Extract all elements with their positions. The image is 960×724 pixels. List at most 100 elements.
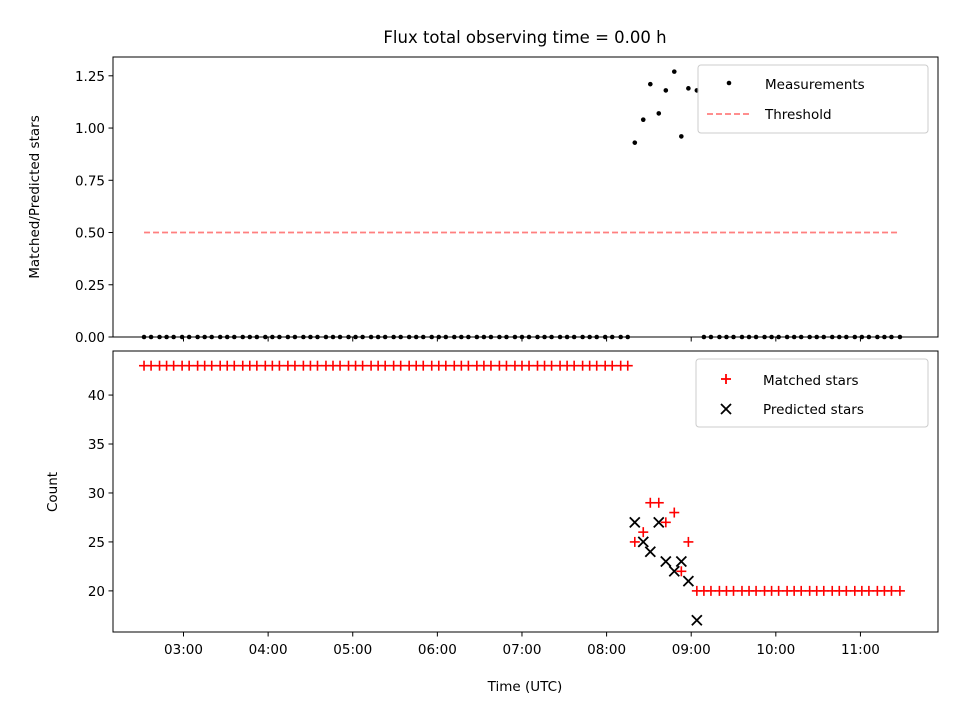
bottom-xtick-label: 05:00 (333, 642, 372, 658)
predicted-star-point (682, 575, 695, 587)
top-plot-area (141, 69, 903, 340)
legend-matched-label: Matched stars (763, 373, 859, 389)
bottom-xlabel: Time (UTC) (487, 679, 563, 695)
bottom-plot-area (139, 360, 905, 626)
measurement-point (656, 111, 662, 116)
legend-measurements-label: Measurements (765, 77, 865, 93)
top-ytick-label: 1.25 (75, 69, 105, 85)
bottom-ylabel: Count (45, 472, 61, 512)
top-title: Flux total observing time = 0.00 h (383, 28, 666, 47)
top-legend-box (697, 64, 929, 134)
legend-matched-marker (721, 374, 731, 384)
top-ytick-label: 0.25 (75, 278, 105, 294)
predicted-star-point (644, 546, 656, 558)
matched-star-point (312, 360, 323, 371)
matched-star-point (622, 360, 633, 371)
matched-star-point (653, 497, 664, 508)
matched-star-point (463, 360, 474, 371)
matched-star-point (629, 536, 640, 547)
matched-star-point (184, 360, 195, 371)
bottom-xtick-label: 07:00 (503, 642, 542, 658)
matched-star-point (146, 360, 157, 371)
matched-star-point (841, 585, 852, 596)
matched-star-point (274, 360, 285, 371)
bottom-y-ticks: 20 25 30 35 40 (88, 388, 113, 600)
legend-predicted-label: Predicted stars (763, 402, 864, 418)
predicted-star-point (629, 516, 641, 528)
matched-star-point (289, 360, 300, 371)
matched-star-point (206, 360, 217, 371)
predicted-star-point (691, 614, 703, 626)
matched-star-point (251, 360, 262, 371)
bottom-ytick-label: 30 (88, 486, 105, 502)
predicted-star-point (675, 555, 687, 568)
matched-star-point (796, 585, 807, 596)
legend-threshold-label: Threshold (764, 107, 832, 123)
bottom-xtick-label: 08:00 (587, 642, 626, 658)
bottom-xtick-label: 09:00 (672, 642, 711, 658)
matched-star-point (660, 517, 671, 528)
matched-star-point (546, 360, 557, 371)
matched-star-point (773, 585, 784, 596)
matched-star-point (229, 360, 240, 371)
top-ytick-label: 0.50 (75, 226, 105, 242)
matched-star-point (418, 360, 429, 371)
bottom-axes-frame (112, 350, 939, 633)
matched-star-point (705, 585, 716, 596)
predicted-star-point (653, 516, 665, 528)
measurement-point (648, 81, 653, 87)
matched-star-point (168, 360, 179, 371)
matched-star-point (501, 360, 512, 371)
matched-star-point (818, 585, 829, 596)
bottom-ytick-label: 40 (88, 388, 105, 404)
top-ylabel: Matched/Predicted stars (27, 115, 43, 278)
matched-star-point (485, 360, 496, 371)
matched-star-point (728, 585, 739, 596)
bottom-xtick-label: 10:00 (756, 642, 795, 658)
measurement-point (632, 140, 638, 145)
predicted-star-point (660, 555, 672, 568)
matched-star-point (380, 360, 391, 371)
top-ytick-label: 1.00 (75, 121, 105, 137)
legend-measurements-marker (726, 80, 732, 86)
bottom-xtick-label: 11:00 (841, 642, 880, 658)
bottom-ytick-label: 25 (88, 535, 105, 551)
measurement-point (640, 117, 646, 122)
bottom-ytick-label: 35 (88, 437, 105, 453)
measurement-point (679, 134, 684, 139)
measurement-point (686, 86, 691, 91)
top-y-ticks: 0.00 0.25 0.50 0.75 1.00 1.25 (75, 69, 113, 346)
matched-star-point (645, 497, 656, 508)
matched-star-point (751, 585, 762, 596)
predicted-star-point (668, 565, 680, 577)
bottom-xtick-label: 04:00 (249, 642, 288, 658)
matched-star-point (676, 566, 687, 577)
matched-star-point (863, 585, 874, 596)
matched-star-point (395, 360, 406, 371)
matched-star-point (440, 360, 451, 371)
measurement-point (663, 88, 669, 93)
measurement-point (671, 69, 677, 74)
matched-star-point (357, 360, 368, 371)
top-ytick-label: 0.75 (75, 173, 105, 189)
bottom-legend: Matched stars Predicted stars (695, 358, 929, 428)
top-ytick-label: 0.00 (75, 330, 105, 346)
matched-star-point (591, 360, 602, 371)
bottom-legend-box (695, 358, 929, 428)
bottom-x-ticks: 03:00 04:00 05:00 06:00 07:00 08:00 09:00 10:00… (164, 632, 880, 658)
top-x-ticks (183, 337, 861, 342)
legend-predicted-marker (720, 403, 732, 415)
matched-star-point (669, 507, 680, 518)
matched-star-point (886, 585, 897, 596)
bottom-xtick-label: 03:00 (164, 642, 203, 658)
matched-star-point (894, 585, 905, 596)
matched-star-point (335, 360, 346, 371)
matched-star-point (569, 360, 580, 371)
matched-star-point (607, 360, 618, 371)
matched-star-point (638, 527, 649, 538)
top-axes-frame (112, 56, 939, 338)
matched-star-point (683, 536, 694, 547)
bottom-ytick-label: 20 (88, 584, 105, 600)
